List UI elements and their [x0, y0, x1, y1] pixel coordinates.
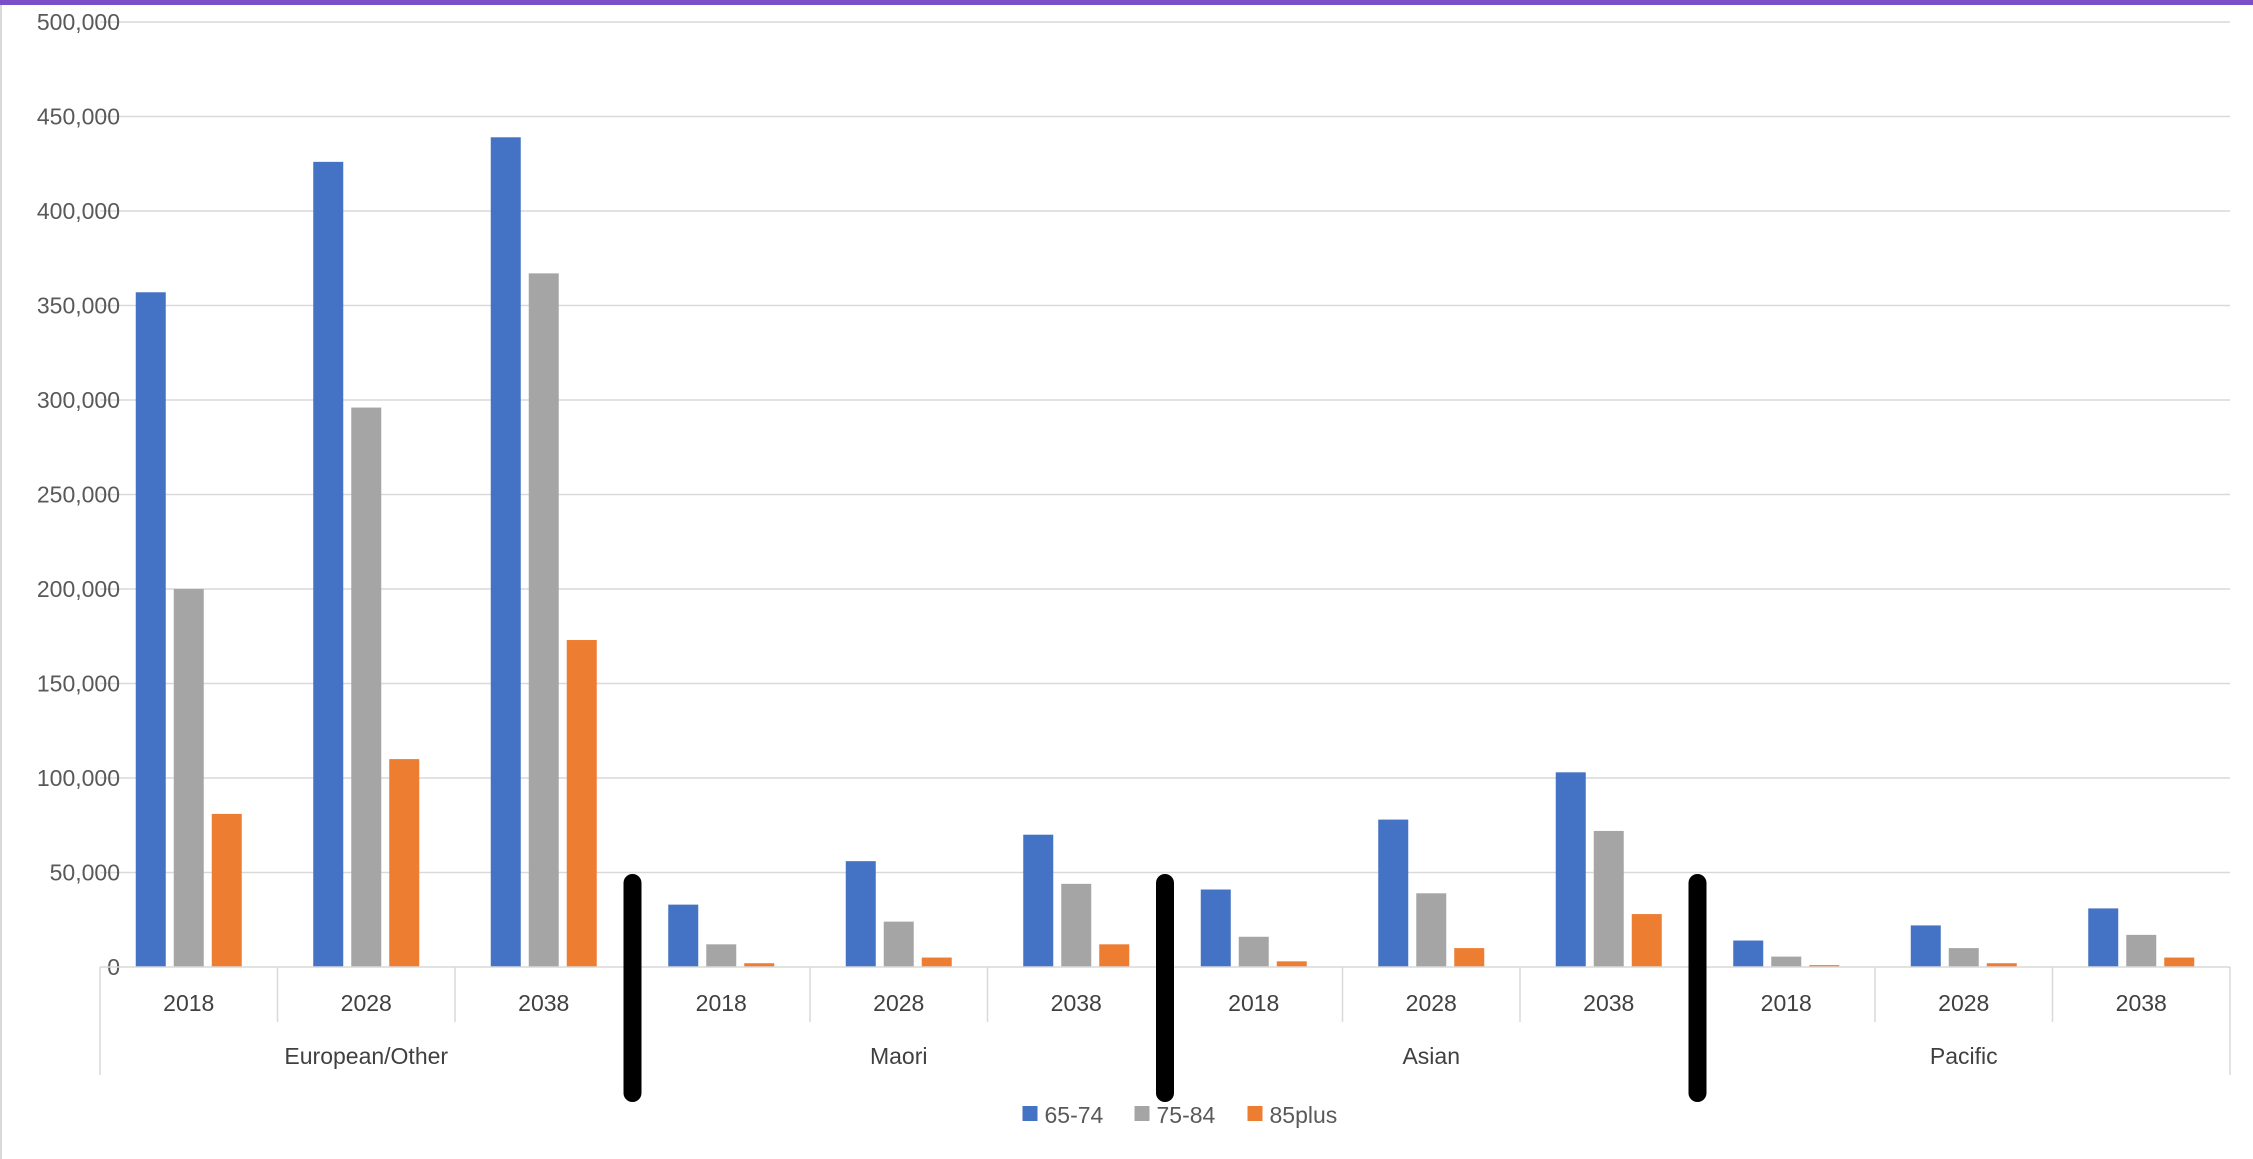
bar-65-74: [1200, 889, 1231, 967]
y-tick-label: 450,000: [37, 104, 120, 130]
bar-75-84: [173, 589, 204, 967]
y-tick-label: 350,000: [37, 293, 120, 319]
bar-65-74: [845, 861, 876, 967]
legend-item: 75-84: [1134, 1102, 1216, 1128]
bar-85plus: [921, 957, 952, 967]
top-accent-bar: [0, 0, 2253, 5]
group-label: European/Other: [284, 1043, 448, 1069]
bar-65-74: [668, 904, 699, 967]
bar-65-74: [313, 161, 344, 968]
bar-65-74: [1733, 940, 1764, 967]
bar-65-74: [1378, 819, 1409, 967]
bar-65-74: [1910, 925, 1941, 967]
x-tick-label: 2038: [1583, 990, 1634, 1016]
x-tick-label: 2028: [341, 990, 392, 1016]
legend-swatch: [1134, 1106, 1150, 1121]
x-tick-label: 2028: [873, 990, 924, 1016]
bar-85plus: [566, 640, 597, 967]
bar-85plus: [1809, 965, 1840, 967]
legend-label: 85plus: [1270, 1102, 1338, 1128]
bar-75-84: [883, 921, 914, 967]
y-tick-label: 500,000: [37, 9, 120, 35]
x-tick-label: 2038: [518, 990, 569, 1016]
bar-85plus: [211, 813, 242, 967]
y-axis-tick-labels: 050,000100,000150,000200,000250,000300,0…: [37, 9, 120, 980]
legend-item: 85plus: [1247, 1102, 1338, 1128]
y-tick-label: 400,000: [37, 198, 120, 224]
bar-75-84: [1061, 883, 1092, 967]
bar-75-84: [351, 407, 382, 967]
bar-75-84: [528, 273, 559, 967]
bar-85plus: [1454, 948, 1485, 967]
y-tick-label: 150,000: [37, 671, 120, 697]
bar-75-84: [1948, 948, 1979, 967]
bar-75-84: [1238, 936, 1269, 967]
group-label: Maori: [870, 1043, 928, 1069]
bar-75-84: [2126, 934, 2157, 967]
bar-75-84: [1416, 893, 1447, 967]
bar-75-84: [1771, 956, 1802, 967]
bars: [135, 137, 2195, 968]
x-tick-label: 2018: [1228, 990, 1279, 1016]
bar-85plus: [1986, 963, 2017, 967]
x-tick-label: 2038: [1051, 990, 1102, 1016]
group-separators: [623, 874, 1707, 1102]
legend: 65-74 75-84 85plus: [1022, 1102, 1338, 1128]
y-tick-label: 250,000: [37, 482, 120, 508]
y-tick-label: 300,000: [37, 387, 120, 413]
y-tick-label: 100,000: [37, 765, 120, 791]
bar-75-84: [706, 944, 737, 967]
x-tick-label: 2028: [1938, 990, 1989, 1016]
bar-65-74: [2088, 908, 2119, 967]
x-tick-label: 2028: [1406, 990, 1457, 1016]
x-tick-label: 2038: [2116, 990, 2167, 1016]
group-separator: [1156, 874, 1174, 1102]
bar-75-84: [1593, 830, 1624, 967]
x-tick-label: 2018: [1761, 990, 1812, 1016]
bar-85plus: [389, 759, 420, 967]
group-label: Pacific: [1930, 1043, 1998, 1069]
left-border: [0, 5, 2, 1159]
gridlines: [100, 21, 2230, 874]
bar-85plus: [2164, 957, 2195, 967]
group-separator: [623, 874, 642, 1102]
bar-65-74: [1555, 772, 1586, 967]
x-axis-labels: 2018 2028 2038 2018 2028 2038 2018 2028 2038 2018…: [163, 990, 2167, 1069]
x-tick-label: 2018: [163, 990, 214, 1016]
bar-65-74: [1023, 834, 1054, 967]
bar-85plus: [1631, 914, 1662, 967]
bar-85plus: [744, 963, 775, 967]
legend-swatch: [1247, 1106, 1263, 1121]
group-separator: [1688, 874, 1707, 1102]
x-tick-label: 2018: [696, 990, 747, 1016]
y-tick-label: 50,000: [50, 860, 120, 886]
y-tick-label: 200,000: [37, 576, 120, 602]
legend-label: 65-74: [1045, 1102, 1104, 1128]
bar-85plus: [1099, 944, 1130, 967]
legend-item: 65-74: [1022, 1102, 1104, 1128]
bar-65-74: [135, 292, 166, 967]
group-label: Asian: [1402, 1043, 1460, 1069]
bar-85plus: [1276, 961, 1307, 967]
legend-swatch: [1022, 1106, 1038, 1121]
bar-65-74: [490, 137, 521, 968]
legend-label: 75-84: [1157, 1102, 1216, 1128]
